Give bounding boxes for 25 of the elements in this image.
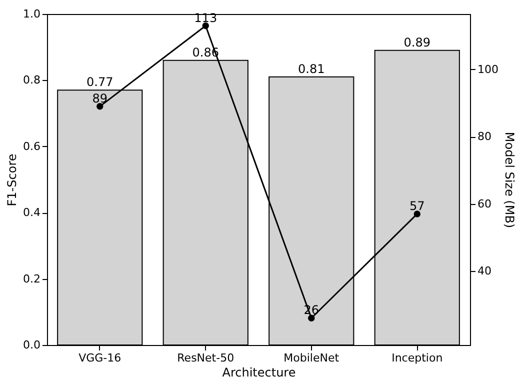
y-tick-label: 0.6 bbox=[23, 140, 40, 153]
x-tick-label: ResNet-50 bbox=[177, 352, 234, 364]
y2-tick-label: 60 bbox=[478, 197, 492, 210]
x-axis-title: Architecture bbox=[222, 366, 296, 380]
y-tick-label: 0.8 bbox=[23, 74, 40, 87]
data-label: 0.77 bbox=[86, 75, 114, 90]
data-label: 89 bbox=[92, 91, 108, 106]
y-tick-label: 0.4 bbox=[23, 206, 40, 220]
point bbox=[202, 22, 209, 30]
y-tick-label: 1.0 bbox=[23, 8, 40, 20]
y-tick-label: 0.0 bbox=[23, 338, 40, 352]
y-axis-title: F1-Score bbox=[5, 154, 20, 206]
x-tick-label: MobileNet bbox=[284, 352, 340, 364]
x-tick-label: Inception bbox=[392, 352, 443, 364]
data-label: 57 bbox=[409, 198, 425, 213]
y2-tick-label: 80 bbox=[478, 130, 492, 144]
data-label: 0.89 bbox=[404, 35, 430, 50]
y-tick-label: 0.2 bbox=[23, 272, 40, 286]
point bbox=[96, 103, 104, 110]
data-label: 0.81 bbox=[298, 62, 325, 76]
x-tick-label: VGG-16 bbox=[78, 352, 122, 364]
point bbox=[414, 210, 420, 218]
y2-tick-label: 40 bbox=[478, 264, 492, 278]
y2-axis-title: Model Size (MB) bbox=[502, 132, 516, 228]
y2-tick-label: 100 bbox=[478, 62, 498, 76]
